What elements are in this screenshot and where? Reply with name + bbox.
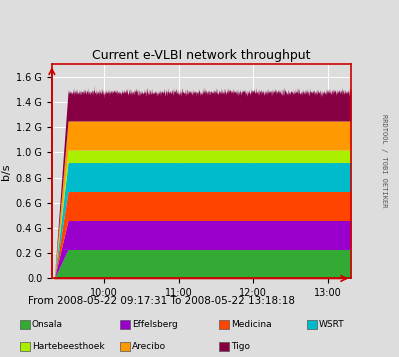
Text: Hartebeesthoek: Hartebeesthoek bbox=[32, 342, 105, 351]
Text: From 2008-05-22 09:17:31 To 2008-05-22 13:18:18: From 2008-05-22 09:17:31 To 2008-05-22 1… bbox=[28, 296, 295, 306]
Text: Onsala: Onsala bbox=[32, 320, 63, 330]
Text: Tigo: Tigo bbox=[231, 342, 251, 351]
Title: Current e-VLBI network throughput: Current e-VLBI network throughput bbox=[92, 49, 311, 62]
Text: Arecibo: Arecibo bbox=[132, 342, 166, 351]
Y-axis label: b/s: b/s bbox=[0, 163, 11, 180]
Text: RRDTOOL / TOBI OETIKER: RRDTOOL / TOBI OETIKER bbox=[381, 114, 387, 207]
Text: WSRT: WSRT bbox=[319, 320, 345, 330]
Text: Effelsberg: Effelsberg bbox=[132, 320, 178, 330]
Text: Medicina: Medicina bbox=[231, 320, 272, 330]
